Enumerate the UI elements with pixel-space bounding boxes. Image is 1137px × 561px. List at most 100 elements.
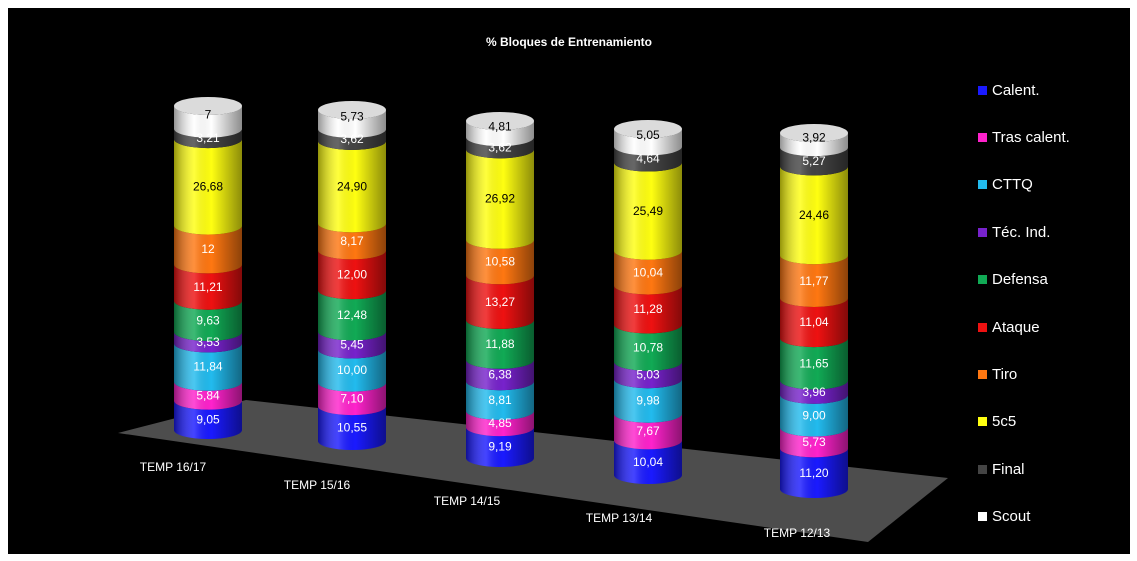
bar-segment-shading (174, 300, 242, 341)
bar-segment-shading (466, 427, 534, 467)
bar-segment-shading (614, 146, 682, 172)
bar-segment-shading (614, 324, 682, 371)
bar-segment-shading (466, 410, 534, 437)
legend-item: Téc. Ind. (978, 222, 1050, 242)
data-label: 5,03 (636, 368, 660, 382)
data-label: 11,28 (633, 302, 662, 316)
bar-top-cap (318, 101, 386, 119)
data-label: 4,81 (488, 119, 512, 133)
data-label: 6,38 (488, 368, 512, 382)
data-label: 9,19 (488, 440, 512, 454)
bar-stack: 10,55 7,10 10,00 5,45 12,48 12,00 8,17 24,90 3,6… (318, 101, 386, 450)
category-label: TEMP 14/15 (434, 494, 501, 508)
data-label: 10,78 (633, 340, 663, 354)
legend-item: Scout (978, 507, 1030, 527)
chart-title: % Bloques de Entrenamiento (485, 35, 653, 49)
data-label: 10,55 (337, 421, 367, 435)
legend-item: Defensa (978, 270, 1048, 290)
legend-item: Tras calent. (978, 127, 1070, 147)
bar-segment-shading (466, 319, 534, 369)
bar-segment-shading (780, 394, 848, 437)
bar-segment-shading (614, 440, 682, 484)
bar-segment-shading (174, 264, 242, 310)
legend-label: CTTQ (992, 176, 1033, 194)
bar-segment-shading (174, 225, 242, 274)
legend-item: Calent. (978, 80, 1040, 100)
bar-segment-shading (614, 250, 682, 295)
bar-segment-shading (780, 427, 848, 458)
data-label: 5,84 (196, 388, 220, 402)
data-label: 3,53 (196, 335, 220, 349)
bar-segment-shading (614, 361, 682, 389)
data-label: 24,90 (337, 179, 367, 193)
data-label: 12 (201, 242, 215, 256)
data-label: 5,45 (340, 338, 364, 352)
data-label: 5,73 (802, 435, 826, 449)
bar-segment-shading (466, 239, 534, 285)
data-label: 5,05 (636, 128, 660, 142)
bar-segment-shading (466, 359, 534, 391)
bar-stack: 9,05 5,84 11,84 3,53 9,63 11,21 12 26,68 3,21 7 (174, 97, 242, 439)
legend-label: Calent. (992, 81, 1040, 99)
bar-segment-shading (174, 106, 242, 138)
bar-segment-shading (614, 413, 682, 450)
legend-swatch (978, 180, 987, 190)
legend-label: Ataque (992, 318, 1040, 336)
bar-segment-shading (780, 147, 848, 176)
data-label: 7 (205, 108, 212, 122)
bar-segment-shading (466, 381, 534, 420)
legend-label: Téc. Ind. (992, 223, 1051, 241)
bar-segment-shading (174, 381, 242, 410)
data-label: 10,04 (633, 265, 663, 279)
bar-segment-shading (318, 382, 386, 416)
data-label: 11,84 (193, 360, 222, 374)
bar-segment-shading (780, 338, 848, 390)
legend-item: 5c5 (978, 412, 1016, 432)
bar-segment-shading (174, 400, 242, 439)
legend-label: Tras calent. (992, 128, 1070, 146)
data-label: 3,62 (340, 132, 364, 146)
bar-top-cap (780, 124, 848, 142)
legend-swatch (978, 227, 987, 237)
data-label: 11,88 (485, 337, 514, 351)
bar-stack: 9,19 4,85 8,81 6,38 11,88 13,27 10,58 26,92 3,62… (466, 112, 534, 467)
category-label: TEMP 13/14 (586, 511, 653, 525)
data-label: 8,17 (340, 234, 364, 248)
bar-segment-shading (466, 275, 534, 329)
bar-segment-shading (780, 380, 848, 404)
data-label: 24,46 (799, 208, 829, 222)
bar-top-cap (466, 112, 534, 130)
data-label: 11,65 (799, 356, 828, 370)
legend-swatch (978, 85, 987, 95)
legend-swatch (978, 132, 987, 142)
category-labels: TEMP 16/17 TEMP 15/16 TEMP 14/15 TEMP 13/14… (140, 460, 831, 540)
legend-label: Scout (992, 508, 1031, 526)
data-label: 3,92 (802, 130, 826, 144)
legend-swatch (978, 322, 987, 332)
data-label: 26,92 (485, 192, 515, 206)
bar-segment-shading (614, 285, 682, 334)
data-label: 10,00 (337, 363, 367, 377)
bar-segment-shading (318, 110, 386, 138)
data-label: 7,10 (340, 392, 364, 406)
data-label: 11,04 (799, 315, 828, 329)
data-label: 4,85 (488, 416, 512, 430)
bar-segment-shading (780, 448, 848, 498)
legend-swatch (978, 275, 987, 285)
data-label: 26,68 (193, 179, 223, 193)
legend-item: Final (978, 459, 1025, 479)
data-label: 12,00 (337, 267, 367, 281)
bar-segment-shading (780, 297, 848, 348)
bar-segment-shading (466, 149, 534, 249)
data-label: 11,77 (799, 274, 828, 288)
bar-segment-shading (466, 121, 534, 147)
legend-item: Ataque (978, 317, 1040, 337)
data-label: 11,20 (799, 466, 828, 480)
legend-item: CTTQ (978, 175, 1033, 195)
legend-label: Tiro (992, 365, 1018, 383)
data-label: 3,21 (196, 131, 220, 145)
legend-label: 5c5 (992, 413, 1017, 431)
data-label: 4,64 (636, 152, 660, 166)
bar-segment-shading (780, 255, 848, 307)
bar-segment-shading (318, 250, 386, 300)
